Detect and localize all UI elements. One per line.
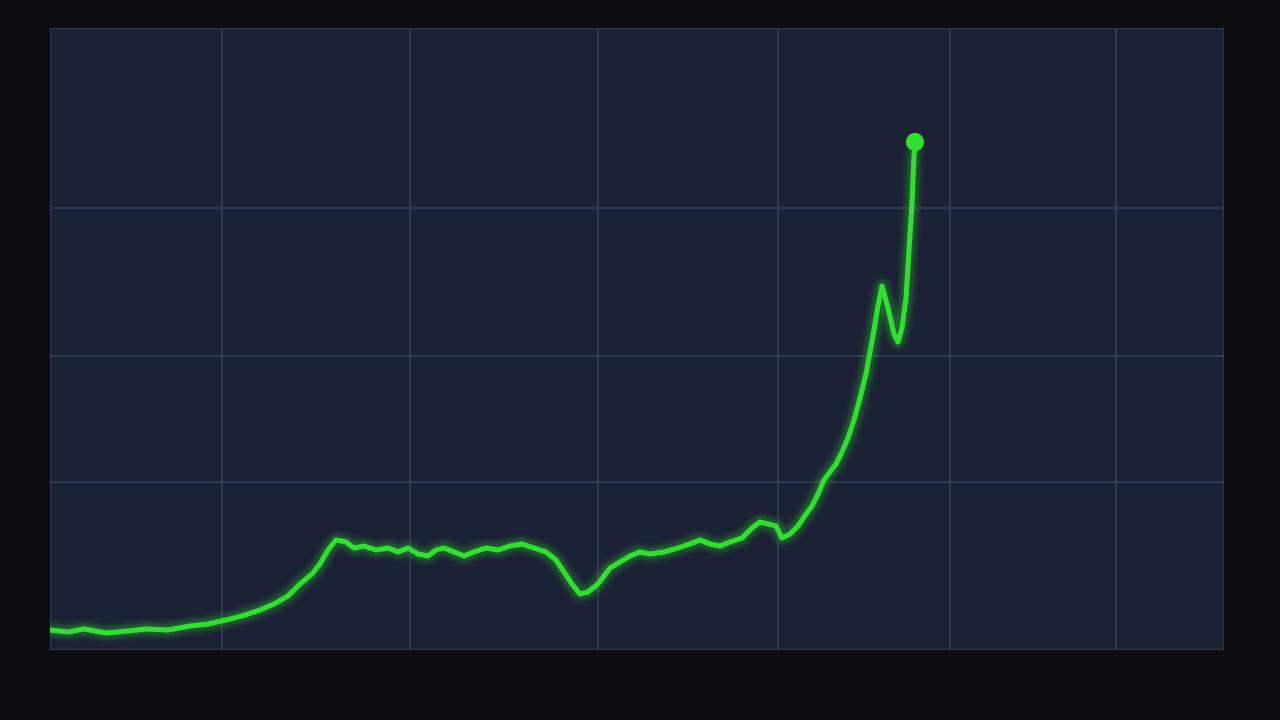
line-chart-svg <box>50 28 1224 650</box>
chart-outer-frame <box>0 0 1280 720</box>
series-end-marker <box>906 133 924 151</box>
chart-plot-area <box>50 28 1224 650</box>
